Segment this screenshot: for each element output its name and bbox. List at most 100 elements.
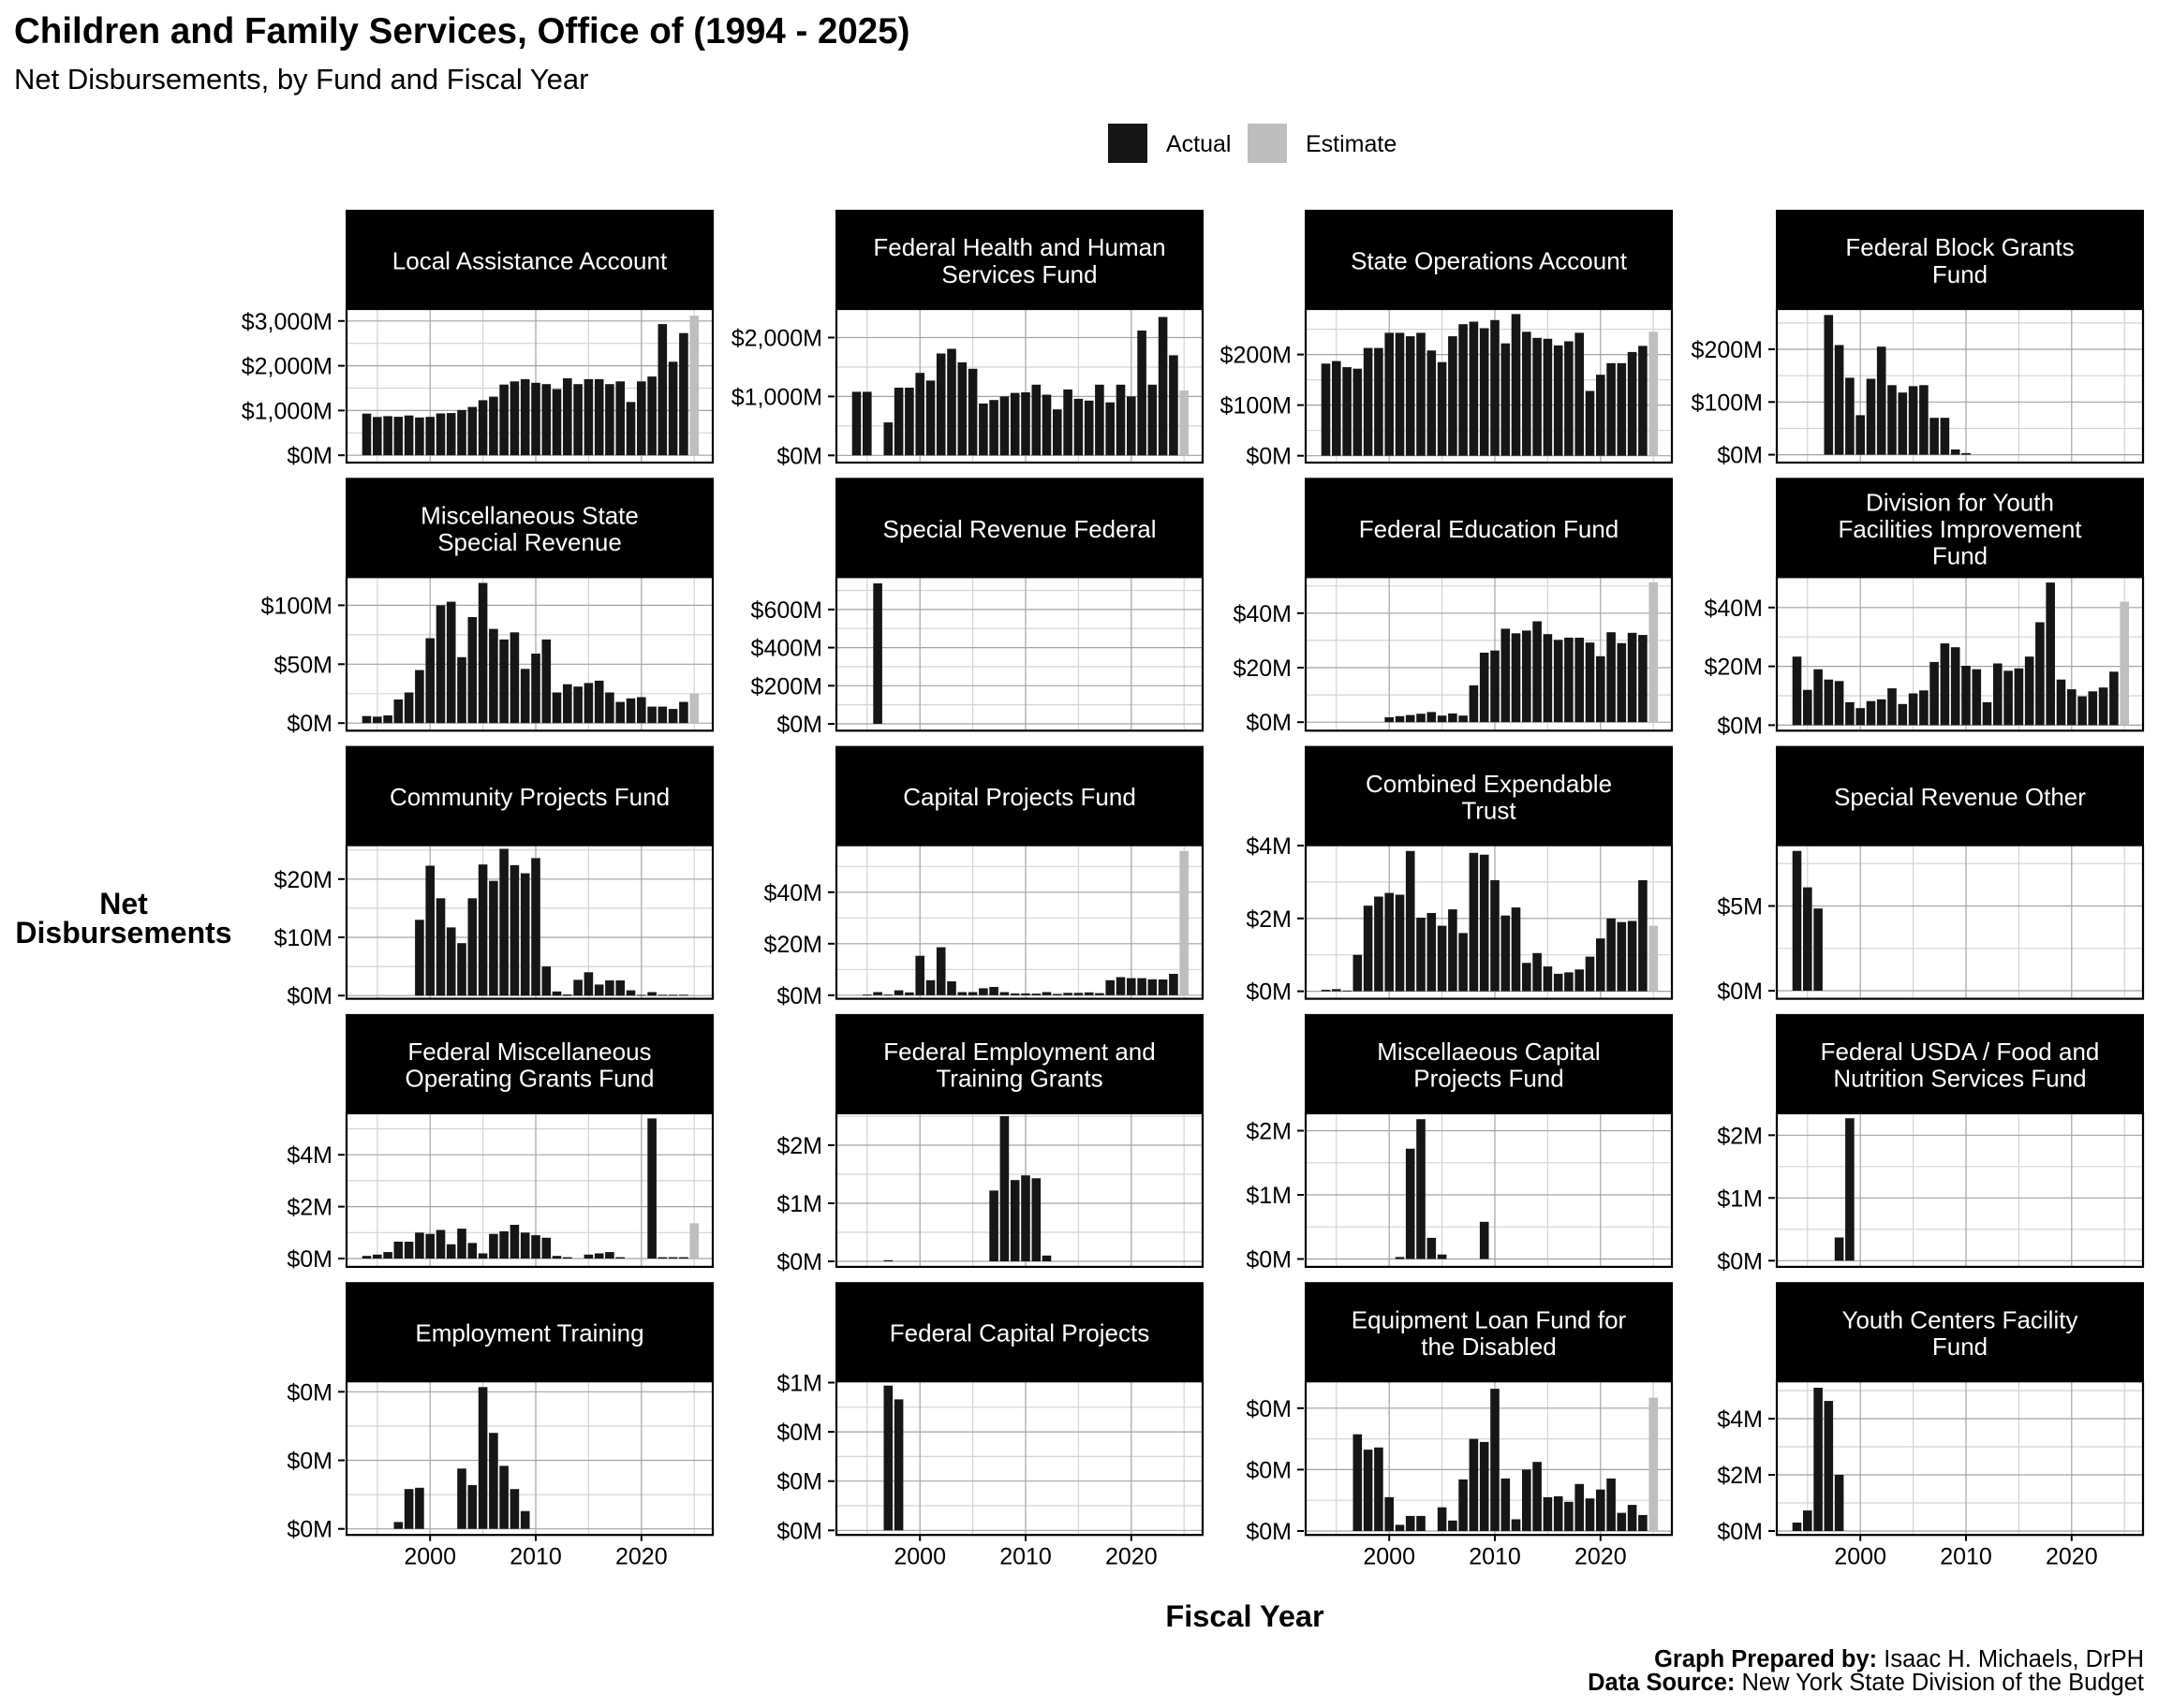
svg-text:Local Assistance Account: Local Assistance Account bbox=[392, 247, 668, 275]
svg-text:Federal Health and Human: Federal Health and Human bbox=[873, 233, 1165, 261]
svg-text:2010: 2010 bbox=[1469, 1544, 1521, 1570]
svg-text:$0M: $0M bbox=[287, 983, 333, 1009]
svg-text:Projects Fund: Projects Fund bbox=[1413, 1065, 1563, 1093]
svg-text:$0M: $0M bbox=[287, 443, 333, 469]
svg-text:Children and Family Services,: Children and Family Services, Office of … bbox=[14, 11, 909, 52]
svg-text:Special Revenue Other: Special Revenue Other bbox=[1834, 783, 2086, 811]
svg-text:$1,000M: $1,000M bbox=[732, 384, 822, 410]
svg-text:Data Source: New York State Di: Data Source: New York State Division of … bbox=[1588, 1670, 2144, 1696]
svg-text:$0M: $0M bbox=[1717, 979, 1763, 1005]
svg-text:$0M: $0M bbox=[1246, 1396, 1292, 1422]
svg-text:$2M: $2M bbox=[1717, 1463, 1763, 1489]
svg-text:$0M: $0M bbox=[776, 1469, 822, 1495]
svg-text:$1M: $1M bbox=[1246, 1183, 1292, 1209]
svg-text:$100M: $100M bbox=[1220, 393, 1292, 420]
svg-text:the Disabled: the Disabled bbox=[1421, 1333, 1557, 1361]
svg-text:$100M: $100M bbox=[261, 593, 333, 619]
svg-text:Federal Capital Projects: Federal Capital Projects bbox=[890, 1319, 1149, 1347]
svg-text:$0M: $0M bbox=[1717, 1519, 1763, 1545]
svg-text:$40M: $40M bbox=[763, 880, 822, 906]
svg-text:2000: 2000 bbox=[1363, 1544, 1415, 1570]
svg-text:2010: 2010 bbox=[1940, 1544, 1992, 1570]
svg-text:$4M: $4M bbox=[1717, 1406, 1763, 1433]
svg-text:$2M: $2M bbox=[776, 1133, 822, 1159]
svg-text:$1M: $1M bbox=[776, 1191, 822, 1217]
svg-text:$0M: $0M bbox=[1246, 444, 1292, 470]
svg-text:$0M: $0M bbox=[776, 1420, 822, 1446]
svg-text:Fund: Fund bbox=[1932, 260, 1988, 288]
svg-text:$4M: $4M bbox=[287, 1142, 333, 1169]
svg-text:Net Disbursements, by Fund and: Net Disbursements, by Fund and Fiscal Ye… bbox=[14, 63, 588, 96]
svg-text:$0M: $0M bbox=[1717, 1248, 1763, 1274]
svg-text:Fund: Fund bbox=[1932, 1333, 1988, 1361]
svg-text:State Operations Account: State Operations Account bbox=[1351, 247, 1628, 275]
svg-text:Federal Education Fund: Federal Education Fund bbox=[1359, 515, 1619, 543]
svg-text:$200M: $200M bbox=[1692, 337, 1763, 363]
svg-text:$0M: $0M bbox=[1717, 443, 1763, 469]
svg-text:$600M: $600M bbox=[751, 597, 822, 624]
svg-text:$5M: $5M bbox=[1717, 894, 1763, 920]
svg-text:$0M: $0M bbox=[287, 1379, 333, 1406]
svg-text:Trust: Trust bbox=[1461, 796, 1516, 824]
svg-text:Services Fund: Services Fund bbox=[941, 260, 1097, 288]
svg-text:$0M: $0M bbox=[776, 1518, 822, 1544]
svg-text:2020: 2020 bbox=[615, 1544, 668, 1570]
svg-text:$0M: $0M bbox=[1246, 710, 1292, 736]
svg-text:$20M: $20M bbox=[1704, 655, 1763, 681]
svg-text:2010: 2010 bbox=[510, 1544, 562, 1570]
svg-text:$1M: $1M bbox=[1717, 1185, 1763, 1212]
svg-text:Federal USDA / Food and: Federal USDA / Food and bbox=[1821, 1038, 2100, 1066]
svg-text:$2M: $2M bbox=[287, 1195, 333, 1221]
svg-text:$10M: $10M bbox=[273, 925, 333, 951]
svg-text:Graph Prepared by: Isaac H. Mi: Graph Prepared by: Isaac H. Michaels, Dr… bbox=[1654, 1646, 2144, 1672]
svg-text:Training Grants: Training Grants bbox=[936, 1065, 1102, 1093]
svg-text:$0M: $0M bbox=[776, 712, 822, 738]
svg-text:$0M: $0M bbox=[1246, 979, 1292, 1006]
svg-text:$4M: $4M bbox=[1246, 833, 1292, 860]
svg-text:Operating Grants Fund: Operating Grants Fund bbox=[406, 1065, 655, 1093]
svg-text:Federal Block Grants: Federal Block Grants bbox=[1845, 233, 2074, 261]
svg-text:$100M: $100M bbox=[1692, 390, 1763, 416]
svg-text:$0M: $0M bbox=[1246, 1457, 1292, 1483]
svg-text:$2M: $2M bbox=[1717, 1123, 1763, 1149]
svg-text:$200M: $200M bbox=[1220, 343, 1292, 369]
svg-text:Miscellaeous Capital: Miscellaeous Capital bbox=[1377, 1038, 1600, 1066]
svg-text:$0M: $0M bbox=[287, 1449, 333, 1475]
svg-text:Fund: Fund bbox=[1932, 541, 1988, 569]
svg-text:$40M: $40M bbox=[1704, 596, 1763, 622]
svg-text:$40M: $40M bbox=[1233, 601, 1292, 627]
svg-text:$2,000M: $2,000M bbox=[732, 326, 822, 352]
svg-text:2020: 2020 bbox=[1105, 1544, 1158, 1570]
svg-text:Special Revenue Federal: Special Revenue Federal bbox=[883, 515, 1157, 543]
svg-text:$3,000M: $3,000M bbox=[242, 309, 333, 335]
svg-text:2020: 2020 bbox=[1574, 1544, 1627, 1570]
svg-text:2000: 2000 bbox=[1834, 1544, 1886, 1570]
svg-text:$0M: $0M bbox=[1717, 713, 1763, 739]
svg-text:2000: 2000 bbox=[404, 1544, 456, 1570]
svg-text:$0M: $0M bbox=[287, 711, 333, 737]
svg-text:$1,000M: $1,000M bbox=[242, 398, 333, 424]
svg-text:Fiscal Year: Fiscal Year bbox=[1165, 1599, 1324, 1633]
svg-text:$200M: $200M bbox=[751, 673, 822, 699]
svg-text:$20M: $20M bbox=[1233, 655, 1292, 682]
svg-text:2020: 2020 bbox=[2046, 1544, 2098, 1570]
svg-text:$20M: $20M bbox=[273, 867, 333, 893]
svg-text:$1M: $1M bbox=[776, 1371, 822, 1397]
svg-text:$50M: $50M bbox=[273, 652, 333, 678]
svg-text:Equipment Loan Fund for: Equipment Loan Fund for bbox=[1352, 1306, 1627, 1334]
svg-text:Federal Miscellaneous: Federal Miscellaneous bbox=[407, 1038, 651, 1066]
svg-text:$20M: $20M bbox=[763, 932, 822, 958]
svg-text:Actual: Actual bbox=[1166, 131, 1231, 157]
svg-text:Net: Net bbox=[99, 887, 148, 920]
svg-text:Facilities Improvement: Facilities Improvement bbox=[1838, 515, 2082, 543]
svg-text:Miscellaneous State: Miscellaneous State bbox=[421, 502, 639, 530]
svg-text:Estimate: Estimate bbox=[1306, 131, 1397, 157]
svg-text:$2,000M: $2,000M bbox=[242, 354, 333, 380]
svg-text:$2M: $2M bbox=[1246, 1119, 1292, 1145]
svg-text:$400M: $400M bbox=[751, 636, 822, 662]
svg-text:$0M: $0M bbox=[776, 983, 822, 1009]
svg-text:$0M: $0M bbox=[776, 443, 822, 469]
svg-text:Combined Expendable: Combined Expendable bbox=[1366, 770, 1612, 798]
svg-text:$0M: $0M bbox=[287, 1246, 333, 1273]
svg-text:Disbursements: Disbursements bbox=[15, 916, 231, 950]
